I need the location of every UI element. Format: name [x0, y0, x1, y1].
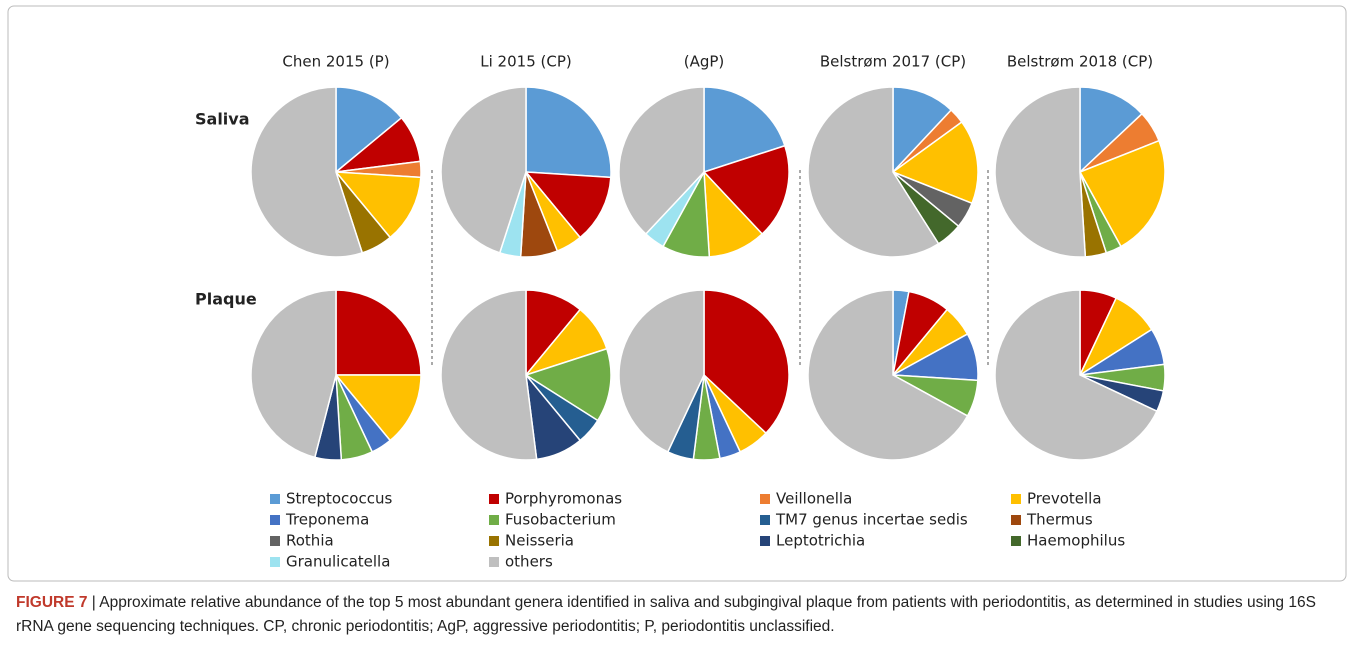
- pie-slice: [440, 86, 527, 254]
- column-title: Belstrøm 2017 (CP): [820, 53, 966, 71]
- legend-label: Veillonella: [776, 490, 852, 508]
- legend-swatch: [270, 536, 280, 546]
- legend-label: Leptotrichia: [776, 532, 865, 550]
- legend-label: Streptococcus: [286, 490, 392, 508]
- pie-slice: [525, 86, 612, 179]
- legend-label: Granulicatella: [286, 553, 390, 571]
- column-title: Li 2015 (CP): [480, 53, 571, 71]
- chart: Chen 2015 (P) Li 2015 (CP) (AgP) Belstrøm 2…: [7, 5, 1347, 582]
- legend-label: Thermus: [1026, 511, 1093, 529]
- pie-slice: [524, 171, 612, 239]
- legend-label: Porphyromonas: [505, 490, 622, 508]
- pie-slice: [891, 120, 979, 205]
- pie-slice: [335, 289, 422, 376]
- legend-swatch: [1011, 515, 1021, 525]
- legend-swatch: [489, 515, 499, 525]
- column-title: Chen 2015 (P): [282, 53, 389, 71]
- legend-swatch: [489, 557, 499, 567]
- column-title: Belstrøm 2018 (CP): [1007, 53, 1153, 71]
- pie-slice: [703, 86, 786, 174]
- row-label: Saliva: [195, 110, 250, 129]
- pie-slice: [807, 289, 969, 461]
- pie-slice: [1079, 86, 1144, 174]
- pie-slice: [334, 374, 422, 442]
- legend-swatch: [760, 515, 770, 525]
- legend-swatch: [760, 494, 770, 504]
- column-title: (AgP): [684, 53, 725, 71]
- legend-label: Prevotella: [1027, 490, 1102, 508]
- legend-swatch: [489, 494, 499, 504]
- pie-slice: [703, 289, 790, 435]
- pie-slice: [334, 171, 422, 239]
- pie-slice: [618, 289, 705, 453]
- pie-slice: [250, 289, 337, 459]
- legend-swatch: [270, 494, 280, 504]
- row-label: Plaque: [195, 290, 257, 309]
- caption-label: FIGURE 7: [16, 594, 88, 611]
- pie-slice: [994, 289, 1158, 461]
- legend-label: TM7 genus incertae sedis: [775, 511, 968, 529]
- pie-slice: [994, 86, 1087, 258]
- legend-label: Haemophilus: [1027, 532, 1125, 550]
- legend-swatch: [489, 536, 499, 546]
- pie-slice: [618, 86, 705, 236]
- pie-slice: [335, 86, 403, 174]
- legend-label: Neisseria: [505, 532, 574, 550]
- legend-swatch: [1011, 536, 1021, 546]
- pie-slice: [250, 86, 364, 258]
- legend-label: Treponema: [285, 511, 369, 529]
- legend-label: Rothia: [286, 532, 334, 550]
- pie-slice: [807, 86, 940, 258]
- caption: FIGURE 7 | Approximate relative abundanc…: [16, 591, 1346, 639]
- pie-slice: [1078, 139, 1166, 248]
- pie-slice: [702, 144, 790, 236]
- legend-swatch: [270, 515, 280, 525]
- legend-label: others: [505, 553, 553, 571]
- caption-text: | Approximate relative abundance of the …: [16, 594, 1316, 635]
- pie-slice: [524, 347, 612, 422]
- legend-swatch: [760, 536, 770, 546]
- pie-slice: [440, 289, 538, 461]
- legend-swatch: [270, 557, 280, 567]
- legend-swatch: [1011, 494, 1021, 504]
- frame: [7, 5, 1347, 582]
- pie-slice: [892, 86, 953, 174]
- legend-label: Fusobacterium: [505, 511, 616, 529]
